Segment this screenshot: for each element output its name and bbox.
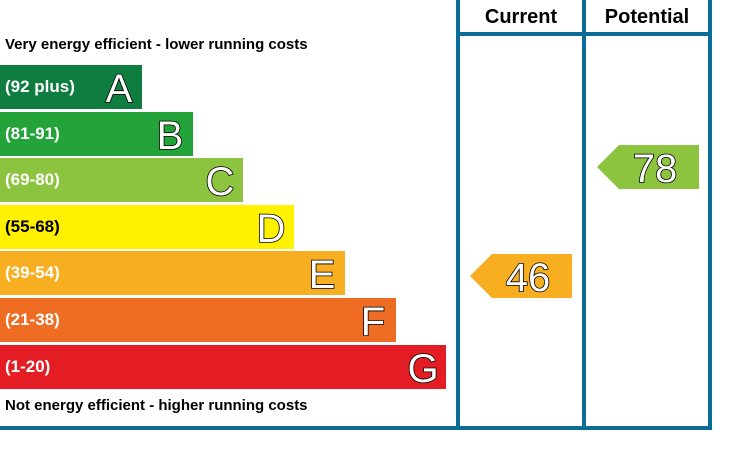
- arrow-value-text: 78: [633, 147, 678, 189]
- top-note: Very energy efficient - lower running co…: [5, 36, 308, 53]
- frame-left-line: [456, 0, 460, 428]
- frame-bottom-line: [0, 426, 712, 430]
- band-letter: B: [156, 113, 184, 156]
- band-letter-text: F: [360, 300, 384, 342]
- band-letter: E: [308, 253, 336, 296]
- band-letter: C: [205, 159, 235, 202]
- column-header-current: Current: [484, 6, 558, 28]
- band-f: (21-38) F: [0, 298, 396, 342]
- band-range-label: (92 plus): [5, 77, 75, 96]
- band-letter-text: B: [156, 114, 183, 156]
- band-letter: G: [407, 346, 440, 389]
- band-c: (69-80) C: [0, 158, 244, 203]
- arrow-shape: [470, 254, 572, 298]
- band-letter-text: E: [308, 253, 335, 295]
- band-letter: D: [256, 206, 286, 249]
- bottom-note: Not energy efficient - higher running co…: [5, 397, 308, 414]
- arrow-shape: [597, 145, 699, 189]
- band-range-label: (39-54): [5, 263, 60, 283]
- band-letter-text: A: [106, 67, 133, 109]
- band-letter-text: G: [408, 347, 439, 389]
- band-d: (55-68) D: [0, 204, 295, 249]
- band-range-label: (81-91): [5, 123, 60, 143]
- band-range-label: (1-20): [5, 356, 51, 376]
- arrow-value-text: 46: [506, 256, 551, 298]
- header-underline: [456, 32, 712, 36]
- band-letter-text: D: [257, 207, 286, 249]
- band-range-label: (69-80): [5, 170, 60, 190]
- band-letter: A: [105, 66, 134, 109]
- potential-rating-arrow: 78: [597, 145, 699, 189]
- column-header-potential: Potential: [604, 6, 690, 28]
- current-rating-arrow: 46: [470, 254, 572, 298]
- band-letter: F: [359, 299, 385, 342]
- frame-divider-line: [582, 0, 586, 428]
- band-b: (81-91) B: [0, 111, 193, 156]
- band-range-label: (55-68): [5, 216, 60, 236]
- band-e: (39-54) E: [0, 251, 345, 296]
- frame-right-line: [708, 0, 712, 428]
- band-a: (92 plus) A: [0, 65, 142, 109]
- band-range-label: (21-38): [5, 310, 60, 329]
- band-g: (1-20) G: [0, 344, 447, 389]
- band-letter-text: C: [206, 160, 235, 202]
